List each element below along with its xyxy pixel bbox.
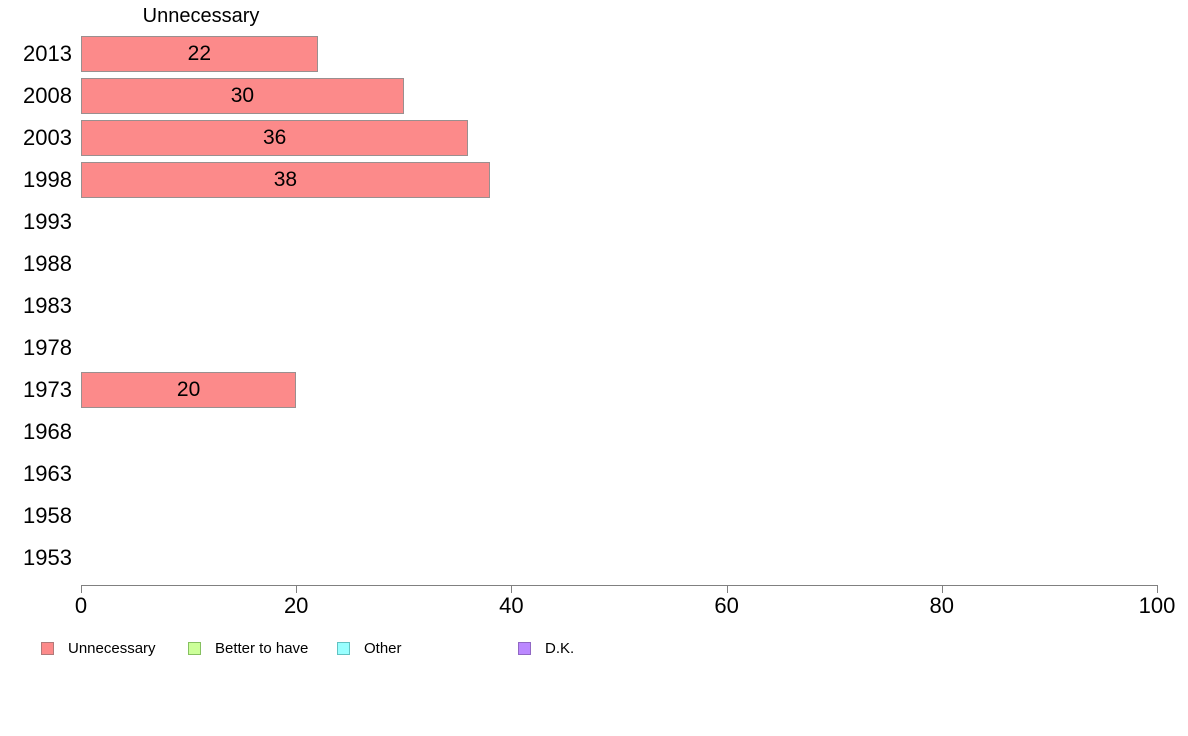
bar-value-label: 22: [187, 42, 212, 65]
bar-value-label: 30: [230, 84, 255, 107]
y-axis-category-label: 1958: [23, 503, 72, 528]
y-axis-category-label: 1963: [23, 461, 72, 486]
legend-item: D.K.: [518, 637, 574, 659]
x-axis-tick: [511, 585, 513, 593]
bar-value-label: 38: [273, 168, 298, 191]
x-axis-tick: [726, 585, 728, 593]
bar-segment: 22: [81, 36, 318, 72]
y-axis-category-label: 1973: [23, 377, 72, 402]
x-axis-tick-label: 80: [929, 593, 955, 618]
legend-label: Unnecessary: [68, 639, 156, 657]
y-axis-category-label: 1993: [23, 209, 72, 234]
x-axis-tick: [941, 585, 943, 593]
y-axis-category-label: 1983: [23, 293, 72, 318]
x-axis-tick-label: 0: [74, 593, 88, 618]
bar-segment: 36: [81, 120, 469, 156]
legend-swatch: [337, 641, 350, 655]
y-axis-category-label: 1998: [23, 167, 72, 192]
x-axis-tick: [1157, 585, 1158, 593]
legend-swatch: [518, 641, 531, 655]
chart-title: Unnecessary: [142, 5, 260, 27]
x-axis-tick: [81, 585, 82, 593]
bar-value-label: 36: [263, 126, 287, 149]
bar-segment: 20: [81, 372, 297, 408]
x-axis-tick-label: 40: [499, 593, 524, 618]
y-axis-category-label: 2003: [23, 125, 72, 150]
x-axis-tick-label: 60: [714, 593, 739, 618]
y-axis-category-label: 1988: [23, 251, 72, 276]
bar-value-label: 20: [176, 378, 201, 401]
y-axis-category-label: 2008: [23, 83, 72, 108]
legend-label: D.K.: [545, 639, 575, 657]
legend-item: Other: [337, 637, 402, 659]
bar-segment: 30: [81, 78, 404, 114]
x-axis-tick: [296, 585, 298, 593]
y-axis-category-label: 1953: [23, 545, 72, 570]
legend-item: Unnecessary: [41, 637, 156, 659]
legend-swatch: [188, 641, 201, 655]
y-axis-category-label: 2013: [23, 41, 72, 66]
x-axis-tick-label: 20: [283, 593, 309, 618]
bar-segment: 38: [81, 162, 490, 198]
legend-swatch: [41, 641, 54, 655]
x-axis-tick-label: 100: [1138, 593, 1176, 618]
legend-label: Better to have: [215, 639, 309, 657]
legend-label: Other: [364, 639, 402, 657]
x-axis-line: [81, 585, 1158, 586]
y-axis-category-label: 1968: [23, 419, 72, 444]
y-axis-category-label: 1978: [23, 335, 72, 360]
legend-item: Better to have: [188, 637, 308, 659]
